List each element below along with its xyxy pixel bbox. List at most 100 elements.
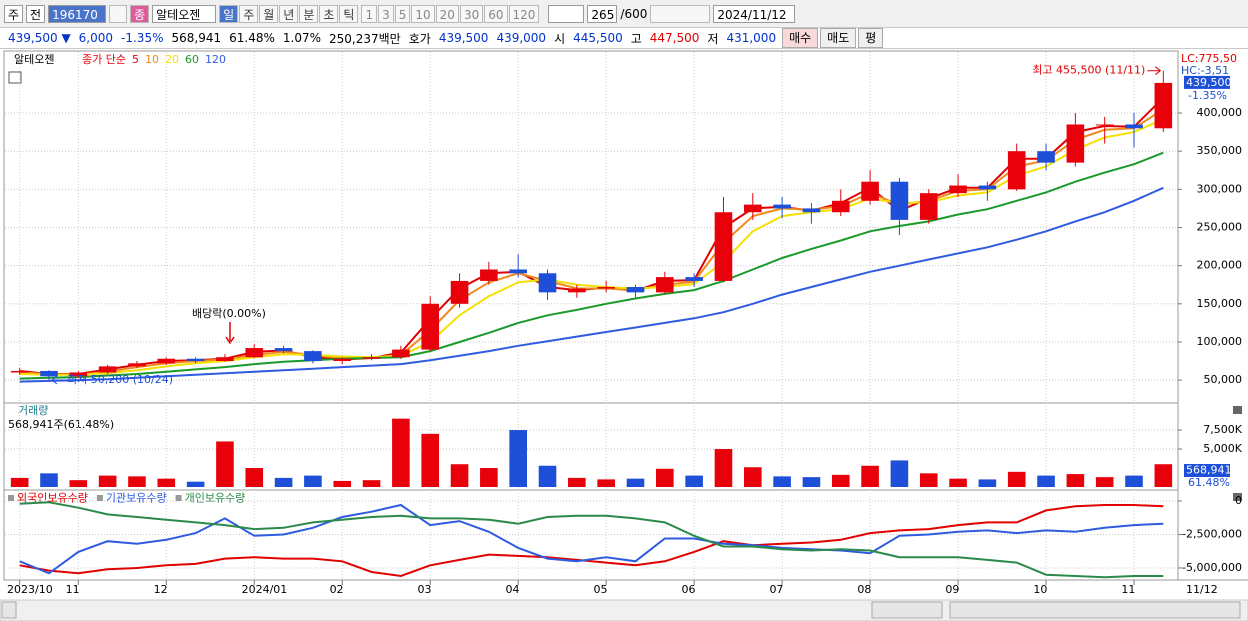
quote-button[interactable]: 평 [858,28,884,48]
x-tick-label: 06 [681,583,695,596]
holding-line [19,504,1164,578]
period-button[interactable]: 틱 [339,4,359,23]
volume-bar [568,477,586,487]
x-tick-label: 02 [330,583,344,596]
holding-line [19,501,1164,579]
high-arrow [1147,66,1162,76]
spacer-select[interactable] [548,4,585,23]
dividend-annotation: 배당락(0.00%) [192,307,266,320]
current-box [1184,75,1230,89]
y-tick-label: 150,000 [1197,297,1243,310]
legend-item: 5 [132,53,139,66]
legend-item: 종가 단순 [82,53,126,66]
interval-button[interactable]: 5 [394,4,411,23]
date-input[interactable]: 2024/11/12 [713,4,796,23]
holding-line [19,503,1164,575]
panel-button[interactable] [1233,493,1242,501]
legend-item: 120 [205,53,226,66]
volume-bar [216,441,234,487]
volume-bar [450,464,469,487]
x-tick-label: 2024/01 [242,583,288,596]
candle-body [128,363,146,367]
scroll-controls[interactable] [871,601,943,619]
y-tick-label: 300,000 [1197,182,1243,195]
y-tick-label: -5,000,000 [1182,561,1242,574]
volume-bar [1095,477,1114,487]
volume-bar [509,430,527,487]
quote-item: 61.48% [229,31,275,45]
volume-bar [685,475,703,487]
mode-select[interactable]: 전 [26,4,46,23]
volume-bar [392,418,410,487]
quote-button[interactable]: 매도 [820,28,857,48]
interval-button[interactable]: 10 [411,4,435,23]
period-button[interactable]: 분 [299,4,319,23]
y-tick-label: 50,000 [1204,373,1243,386]
quote-button[interactable]: 매수 [782,28,819,48]
period-button[interactable]: 년 [279,4,299,23]
panel-button[interactable] [1233,406,1242,414]
candle-body [304,351,322,362]
stock-legend: 알테오젠 [14,52,54,66]
interval-button[interactable]: 20 [435,4,459,23]
quote-item: 447,500 [649,31,700,45]
search-button[interactable] [109,4,128,23]
quote-item: 고 [630,31,642,46]
period-button[interactable]: 일 [219,4,239,23]
candle-body [773,204,791,209]
code-input[interactable]: 196170 [48,4,107,23]
interval-button[interactable]: 120 [508,4,540,23]
candle-body [1007,151,1026,190]
stock-name[interactable]: 알테오젠 [152,4,217,23]
volume-bar [978,479,997,487]
period-button[interactable]: 월 [259,4,279,23]
volume-bar [40,473,58,487]
volume-bar [861,465,879,487]
low-annotation: 최저 50,200 (10/24) [67,373,173,386]
interval-button[interactable]: 1 [361,4,378,23]
quote-item: 439,500 ▼ [8,31,71,45]
volume-bar [274,477,293,487]
volume-bar [714,449,733,487]
scroll-left[interactable] [1,601,17,619]
period-button[interactable]: 주 [239,4,259,23]
candle-body [597,287,615,289]
volume-ratio: 61.48% [1188,476,1230,489]
legend-item: 외국인보유수량 [17,492,88,505]
x-tick-label: 08 [857,583,871,596]
candle-body [656,277,674,293]
candle-body [40,370,58,377]
volume-bar [656,468,674,487]
volume-bar [743,467,762,487]
volume-bar [802,477,821,487]
volume-bar [333,480,352,487]
period-button[interactable]: 초 [319,4,339,23]
volume-title: 거래량 [18,404,48,417]
volume-bar [1066,474,1085,487]
candle-body [1154,82,1173,129]
y-tick-label: 250,000 [1197,221,1243,234]
quote-item: 568,941 [171,31,222,45]
interval-button[interactable]: 30 [459,4,484,23]
x-tick-label: 10 [1033,583,1047,596]
interval-button[interactable]: 3 [378,4,394,23]
ma-line [19,186,1164,383]
zoom-controls[interactable] [949,601,1241,619]
current-label: 439,500 [1186,76,1232,89]
legend-item: 기관보유수량 [106,492,167,505]
change-label: -1.35% [1188,89,1227,102]
tool-buttons[interactable] [650,4,711,23]
intervals: 1 3 5 10 20 30 60 120 [361,4,540,23]
table-icon[interactable] [8,71,22,84]
market-select[interactable]: 주 [4,4,24,23]
quote-item: 호가 [408,31,431,46]
x-tick-label: 12 [154,583,168,596]
interval-button[interactable]: 60 [484,4,508,23]
count-input[interactable]: 265 [587,4,618,23]
high-annotation: 최고 455,500 (11/11) [1032,64,1145,77]
x-tick-label: 11 [66,583,80,596]
quote-item: -1.35% [121,31,164,45]
volume-box [1184,464,1230,477]
volume-bar [538,465,557,487]
